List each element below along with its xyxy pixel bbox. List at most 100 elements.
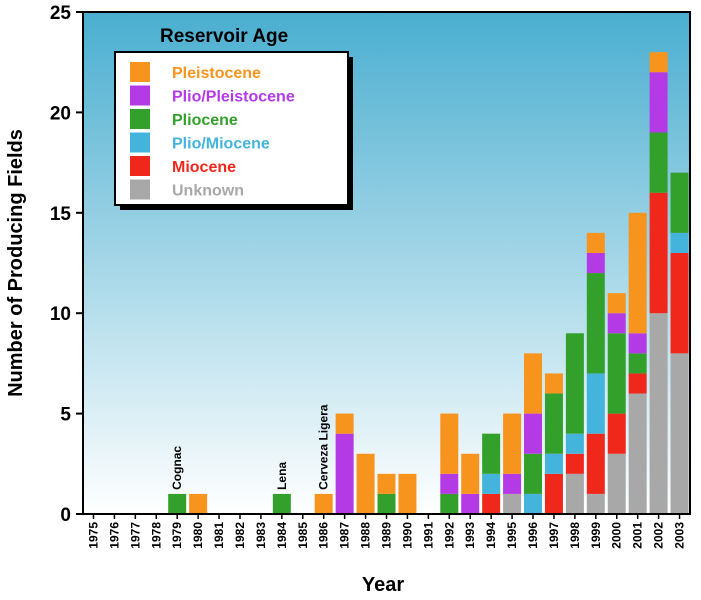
- bar-segment: [670, 172, 689, 233]
- x-tick-label: 1990: [400, 522, 414, 549]
- bar-segment: [607, 313, 626, 334]
- bar-segment: [482, 493, 501, 514]
- bar-segment: [586, 232, 605, 253]
- x-tick-label: 1988: [359, 522, 373, 549]
- bar-segment: [565, 453, 584, 474]
- bar-segment: [356, 453, 375, 514]
- y-tick-label: 20: [50, 103, 71, 124]
- bar-segment: [440, 413, 459, 474]
- x-tick-label: 1992: [442, 522, 456, 549]
- y-tick-label: 0: [60, 505, 71, 526]
- x-tick-label: 1977: [128, 522, 142, 549]
- y-axis-title: Number of Producing Fields: [5, 129, 27, 397]
- x-tick-label: 1987: [338, 522, 352, 549]
- y-tick-label: 15: [50, 204, 72, 225]
- y-tick-label: 5: [60, 405, 71, 426]
- x-tick-label: 1989: [380, 522, 394, 549]
- bar-segment: [607, 413, 626, 454]
- bar-segment: [524, 353, 543, 414]
- legend-swatch: [130, 62, 150, 82]
- x-tick-label: 1995: [505, 522, 519, 549]
- bar-segment: [607, 453, 626, 514]
- bar-segment: [544, 453, 563, 474]
- x-tick-label: 1982: [233, 522, 247, 549]
- x-tick-label: 2001: [631, 522, 645, 549]
- bar-segment: [586, 433, 605, 494]
- x-tick-label: 1986: [317, 522, 331, 549]
- bar-segment: [482, 473, 501, 494]
- bar-segment: [544, 373, 563, 394]
- bar-segment: [649, 132, 668, 193]
- x-tick-label: 1994: [484, 522, 498, 549]
- bar-segment: [565, 333, 584, 434]
- bar-segment: [377, 493, 396, 514]
- bar-segment: [482, 433, 501, 474]
- legend-label: Miocene: [172, 159, 236, 176]
- bar-segment: [272, 493, 291, 514]
- legend-items: Pleistocene Plio/Pleistocene Pliocene Plio/…: [130, 62, 295, 200]
- bar-segment: [649, 72, 668, 133]
- bar-segment: [524, 453, 543, 494]
- x-tick-label: 1985: [296, 522, 310, 549]
- x-tick-label: 1997: [547, 522, 561, 549]
- x-tick-label: 1996: [526, 522, 540, 549]
- bar-segment: [649, 52, 668, 73]
- bar-segment: [649, 313, 668, 514]
- legend-label: Pleistocene: [172, 65, 261, 82]
- bar-segment: [628, 212, 647, 334]
- x-tick-label: 1984: [275, 522, 289, 549]
- bar-segment: [565, 473, 584, 514]
- legend-swatch: [130, 132, 150, 153]
- x-axis: 1975 1976 1977 1978 1979 1980 1981 1982 1983 1984…: [86, 514, 687, 549]
- x-tick-label: 1998: [568, 522, 582, 549]
- bar-segment: [565, 433, 584, 454]
- x-axis-title: Year: [362, 574, 404, 596]
- bar-segment: [335, 413, 354, 434]
- legend-swatch: [130, 156, 150, 176]
- bar-annotation: Cerveza Ligera: [317, 404, 331, 490]
- bar-segment: [189, 493, 208, 514]
- bar-segment: [670, 353, 689, 514]
- bar-segment: [544, 473, 563, 514]
- bars-layer: [168, 52, 689, 514]
- x-tick-label: 1981: [212, 522, 226, 549]
- bar-segment: [607, 333, 626, 414]
- x-tick-label: 1979: [170, 522, 184, 549]
- x-tick-label: 1978: [149, 522, 163, 549]
- bar-segment: [586, 373, 605, 434]
- y-tick-label: 25: [50, 3, 72, 24]
- x-tick-label: 1975: [86, 522, 100, 549]
- bar-segment: [314, 493, 333, 514]
- legend: Reservoir Age Pleistocene Plio/Pleistocen…: [114, 26, 353, 210]
- bar-segment: [440, 473, 459, 494]
- bar-segment: [461, 493, 480, 514]
- bar-segment: [335, 433, 354, 514]
- bar-segment: [628, 333, 647, 354]
- x-tick-label: 1999: [589, 522, 603, 549]
- bar-segment: [168, 493, 187, 514]
- bar-segment: [398, 473, 417, 514]
- x-tick-label: 2000: [610, 522, 624, 549]
- x-tick-label: 1980: [191, 522, 205, 549]
- legend-label: Plio/Miocene: [172, 136, 270, 153]
- bar-segment: [461, 453, 480, 494]
- legend-swatch: [130, 179, 150, 200]
- legend-swatch: [130, 85, 150, 106]
- bar-annotation: Cognac: [170, 446, 184, 490]
- legend-label: Pliocene: [172, 112, 238, 129]
- bar-segment: [607, 293, 626, 314]
- bar-segment: [628, 393, 647, 514]
- bar-segment: [377, 473, 396, 494]
- x-tick-label: 1993: [463, 522, 477, 549]
- y-tick-label: 10: [50, 304, 71, 325]
- annotations: Cognac Lena Cerveza Ligera: [170, 404, 331, 490]
- x-tick-label: 2003: [673, 522, 687, 549]
- bar-segment: [670, 232, 689, 253]
- bar-segment: [670, 252, 689, 354]
- bar-segment: [544, 393, 563, 454]
- bar-segment: [586, 493, 605, 514]
- legend-label: Plio/Pleistocene: [172, 89, 295, 106]
- bar-segment: [628, 373, 647, 394]
- legend-label: Unknown: [172, 183, 244, 200]
